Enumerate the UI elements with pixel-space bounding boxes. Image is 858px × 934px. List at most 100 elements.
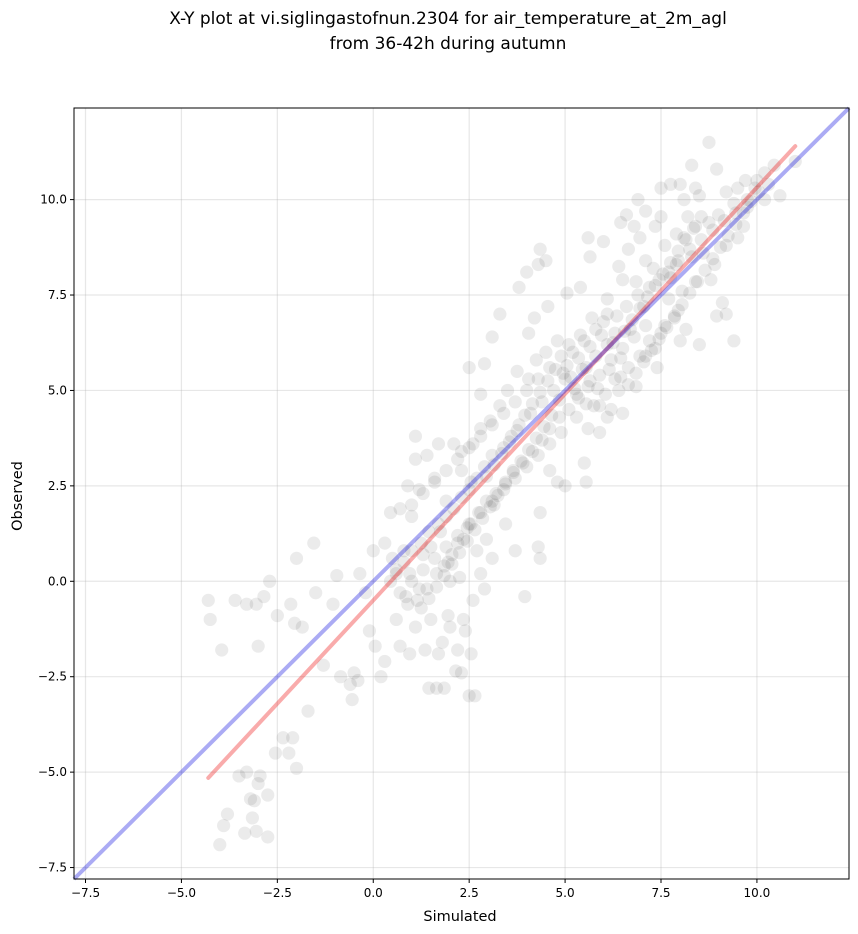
scatter-point	[617, 324, 632, 338]
scatter-point	[660, 320, 674, 335]
scatter-point	[477, 357, 492, 371]
scatter-point	[640, 290, 655, 304]
scatter-point	[639, 349, 653, 363]
scatter-point	[719, 307, 733, 321]
scatter-point	[389, 567, 403, 581]
scatter-point	[414, 536, 428, 550]
scatter-point	[556, 366, 570, 380]
scatter-point	[249, 597, 263, 611]
scatter-point	[575, 362, 589, 377]
scatter-point	[719, 185, 733, 199]
scatter-point	[596, 315, 611, 329]
scatter-points	[201, 135, 802, 852]
scatter-point	[633, 349, 647, 363]
scatter-point	[583, 250, 597, 264]
scatter-point	[694, 210, 708, 224]
scatter-point	[451, 643, 465, 657]
scatter-point	[562, 402, 576, 417]
scatter-point	[677, 193, 691, 207]
scatter-point	[487, 498, 501, 512]
scatter-point	[704, 273, 718, 287]
scatter-point	[510, 364, 524, 378]
scatter-point	[420, 582, 434, 596]
scatter-point	[476, 511, 490, 525]
plot-frame	[73, 107, 850, 880]
scatter-point	[520, 265, 534, 279]
y-tick-label: 7.5	[48, 288, 67, 302]
scatter-point	[673, 334, 687, 348]
scatter-point	[474, 422, 488, 436]
scatter-point	[474, 387, 488, 401]
x-axis-label: Simulated	[423, 909, 496, 925]
scatter-point	[639, 204, 653, 218]
scatter-point	[347, 666, 361, 680]
scatter-point	[378, 654, 392, 669]
scatter-point	[500, 383, 515, 398]
scatter-point	[422, 591, 436, 606]
scatter-point	[543, 422, 557, 436]
scatter-point	[499, 475, 513, 489]
scatter-point	[687, 221, 701, 235]
scatter-point	[295, 620, 309, 634]
scatter-point	[497, 483, 511, 497]
scatter-point	[403, 647, 417, 661]
scatter-point	[470, 471, 484, 485]
scatter-point	[535, 395, 549, 409]
scatter-point	[631, 193, 645, 207]
x-tick-label: −7.5	[71, 886, 100, 900]
scatter-point	[623, 322, 637, 336]
scatter-point	[652, 273, 666, 287]
scatter-point	[541, 299, 555, 314]
scatter-point	[462, 360, 476, 375]
y-tick-label: 2.5	[48, 479, 67, 493]
scatter-point	[251, 776, 265, 791]
chart-title: X-Y plot at vi.siglingastofnun.2304 for …	[169, 9, 727, 29]
scatter-point	[679, 233, 693, 247]
scatter-point	[439, 540, 453, 554]
scatter-point	[600, 307, 614, 321]
scatter-point	[614, 370, 628, 384]
scatter-point	[447, 437, 461, 451]
scatter-point	[533, 242, 547, 256]
scatter-point	[654, 181, 668, 195]
y-tick-label: 0.0	[48, 574, 67, 588]
scatter-point	[548, 362, 563, 377]
scatter-point	[497, 441, 511, 455]
scatter-point	[522, 372, 536, 386]
scatter-point	[564, 370, 578, 384]
scatter-point	[629, 380, 643, 394]
scatter-point	[692, 338, 706, 352]
scatter-point	[428, 475, 442, 489]
scatter-point	[671, 244, 685, 258]
scatter-point	[261, 830, 275, 844]
scatter-point	[487, 458, 501, 472]
scatter-point	[445, 557, 459, 571]
scatter-point	[577, 334, 591, 348]
scatter-point	[750, 173, 764, 188]
scatter-point	[706, 223, 720, 237]
scatter-point	[460, 534, 474, 548]
scatter-point	[343, 677, 357, 691]
scatter-point	[614, 215, 628, 230]
scatter-point	[654, 210, 668, 224]
scatter-point	[606, 336, 620, 350]
scatter-point	[642, 280, 657, 294]
scatter-point	[439, 494, 453, 508]
scatter-point	[616, 406, 630, 420]
scatter-point	[451, 452, 465, 466]
scatter-point	[531, 540, 545, 554]
scatter-point	[326, 597, 340, 611]
scatter-point	[499, 517, 513, 531]
scatter-point	[523, 406, 538, 420]
scatter-point	[439, 509, 453, 524]
scatter-point	[477, 460, 492, 474]
y-tick-label: 5.0	[48, 383, 67, 397]
scatter-point	[558, 372, 572, 386]
scatter-point	[579, 360, 593, 375]
scatter-point	[268, 746, 283, 760]
scatter-point	[577, 456, 591, 470]
scatter-point	[525, 397, 540, 411]
scatter-point	[568, 381, 582, 396]
scatter-point	[489, 486, 503, 501]
scatter-point	[284, 597, 298, 611]
